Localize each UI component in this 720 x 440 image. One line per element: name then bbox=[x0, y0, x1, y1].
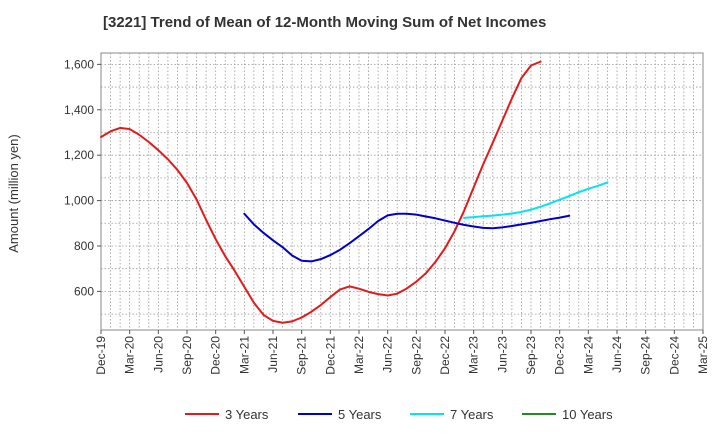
legend-label: 10 Years bbox=[562, 407, 613, 422]
gridlines bbox=[101, 53, 703, 330]
y-tick-label: 1,200 bbox=[64, 148, 94, 162]
x-tick-label: Mar-25 bbox=[696, 336, 710, 374]
series-line bbox=[463, 181, 609, 219]
x-tick-label: Sep-23 bbox=[524, 336, 538, 375]
x-tick-label: Dec-24 bbox=[667, 336, 681, 375]
y-tick-label: 1,600 bbox=[64, 57, 94, 71]
y-tick-label: 600 bbox=[74, 284, 94, 298]
x-tick-label: Dec-21 bbox=[323, 336, 337, 375]
x-tick-label: Dec-23 bbox=[553, 336, 567, 375]
x-tick-label: Mar-24 bbox=[581, 336, 595, 374]
y-axis-title: Amount (million yen) bbox=[6, 134, 21, 253]
plot-area bbox=[100, 52, 704, 331]
legend: 3 Years 5 Years 7 Years 10 Years bbox=[185, 407, 613, 422]
x-axis: Dec-19 Mar-20 Jun-20 Sep-20 Dec-20 Mar-21 Jun-… bbox=[94, 330, 710, 375]
x-tick-label: Dec-22 bbox=[438, 336, 452, 375]
x-tick-label: Jun-23 bbox=[495, 336, 509, 373]
x-tick-label: Mar-20 bbox=[123, 336, 137, 374]
x-tick-label: Sep-21 bbox=[295, 336, 309, 375]
series-line bbox=[100, 60, 542, 324]
y-tick-label: 800 bbox=[74, 239, 94, 253]
x-tick-label: Jun-20 bbox=[151, 336, 165, 373]
x-tick-label: Jun-24 bbox=[610, 336, 624, 373]
y-tick-label: 1,400 bbox=[64, 103, 94, 117]
chart-title: [3221] Trend of Mean of 12-Month Moving … bbox=[103, 14, 547, 31]
y-tick-label: 1,000 bbox=[64, 194, 94, 208]
legend-label: 5 Years bbox=[338, 407, 382, 422]
x-tick-label: Mar-21 bbox=[237, 336, 251, 374]
legend-label: 7 Years bbox=[450, 407, 494, 422]
x-tick-label: Dec-20 bbox=[209, 336, 223, 375]
x-tick-label: Sep-24 bbox=[639, 336, 653, 375]
x-tick-label: Jun-22 bbox=[381, 336, 395, 373]
legend-label: 3 Years bbox=[225, 407, 269, 422]
series-line bbox=[243, 212, 571, 263]
x-tick-label: Sep-20 bbox=[180, 336, 194, 375]
x-tick-label: Dec-19 bbox=[94, 336, 108, 375]
y-axis: 600 800 1,000 1,200 1,400 1,600 bbox=[64, 57, 101, 298]
x-tick-label: Mar-23 bbox=[467, 336, 481, 374]
series-lines bbox=[100, 60, 609, 324]
x-tick-label: Mar-22 bbox=[352, 336, 366, 374]
x-tick-label: Sep-22 bbox=[409, 336, 423, 375]
x-tick-label: Jun-21 bbox=[266, 336, 280, 373]
